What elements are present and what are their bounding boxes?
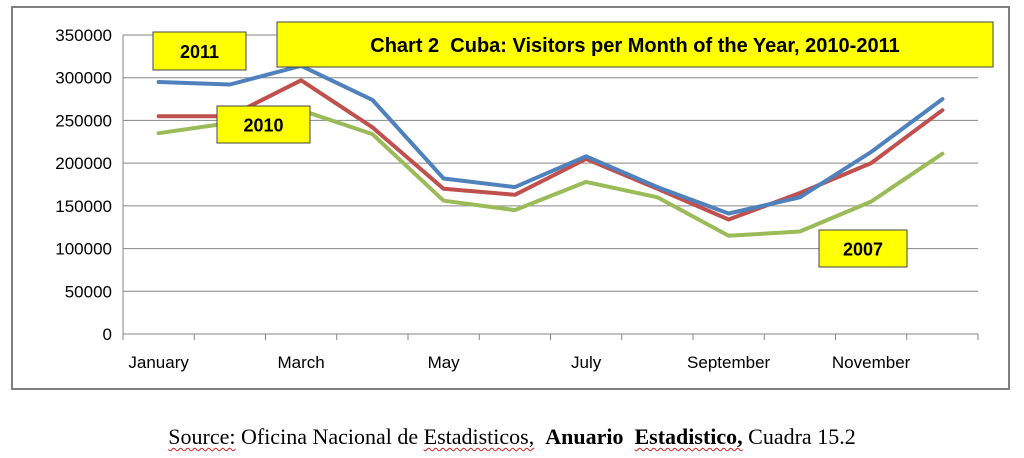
callout-box-2010: [216, 105, 311, 144]
x-tick-label: November: [832, 353, 911, 372]
source-bold1: Anuario: [545, 424, 624, 449]
y-tick-label: 300000: [55, 69, 112, 88]
x-tick-label: March: [278, 353, 325, 372]
source-bold2: Estadistico,: [634, 424, 743, 449]
callout-label-2010: 2010: [243, 116, 283, 136]
callout-label-2007: 2007: [843, 240, 883, 260]
series-line-2010: [156, 78, 945, 222]
source-prefix: Source:: [168, 424, 236, 449]
source-citation: Source: Oficina Nacional de Estadisticos…: [0, 424, 1024, 450]
y-tick-label: 200000: [55, 154, 112, 173]
callout-label-2011: 2011: [180, 42, 219, 62]
series-line-2011: [156, 63, 945, 216]
y-tick-label: 350000: [55, 26, 112, 45]
line-chart: 350000 300000 250000 200000 150000 100000 5000…: [55, 21, 994, 372]
y-tick-label: 0: [103, 325, 112, 344]
source-part1: Oficina Nacional de: [240, 424, 419, 449]
y-tick-label: 50000: [65, 282, 112, 301]
callout-box-2007: [818, 229, 908, 268]
x-tick-label: January: [128, 353, 189, 372]
callout-box-2011: [152, 31, 247, 71]
y-tick-label: 150000: [55, 197, 112, 216]
chart-title-box: [276, 21, 994, 68]
x-tick-label: July: [571, 353, 602, 372]
source-tail: Cuadra 15.2: [748, 424, 856, 449]
chart-frame: 350000 300000 250000 200000 150000 100000 5000…: [11, 6, 1010, 390]
x-tick-label: May: [428, 353, 461, 372]
y-tick-label: 100000: [55, 240, 112, 259]
x-tick-label: September: [687, 353, 770, 372]
chart-title: Chart 2 Cuba: Visitors per Month of the …: [370, 35, 899, 57]
source-part2: Estadisticos,: [423, 424, 535, 449]
y-tick-label: 250000: [55, 111, 112, 130]
